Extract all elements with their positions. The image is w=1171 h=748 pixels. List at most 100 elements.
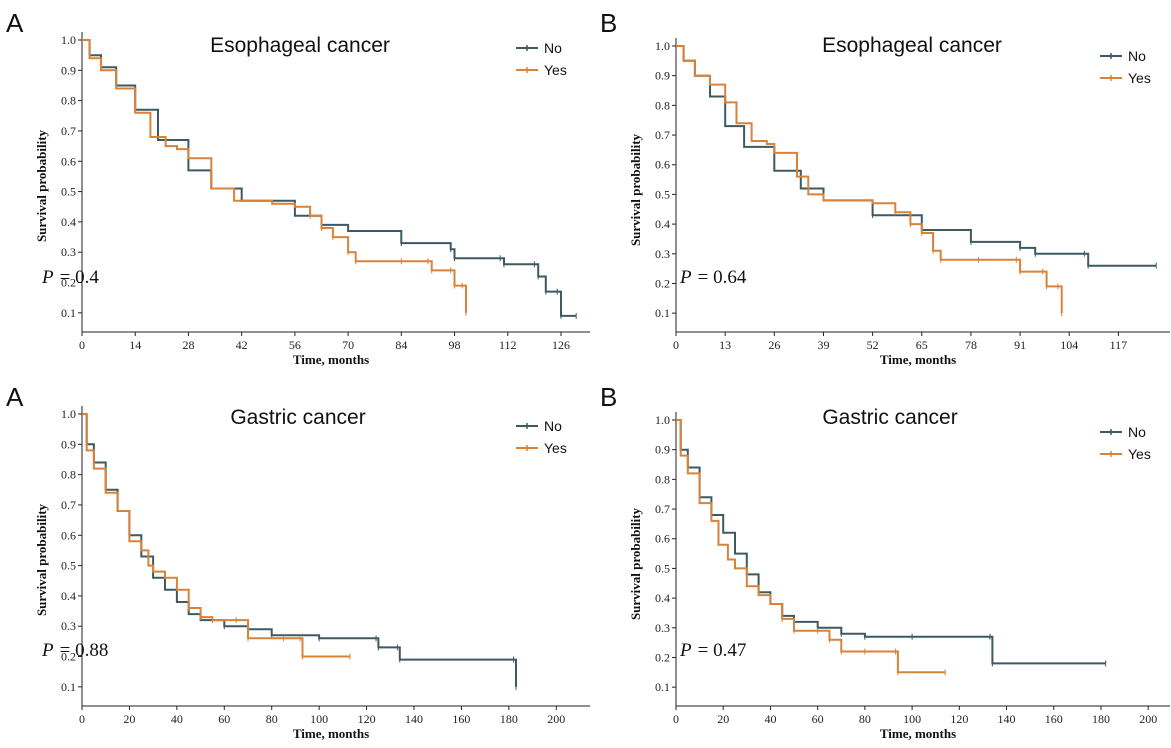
y-tick-label: 0.3 xyxy=(655,621,670,635)
y-tick-label: 0.7 xyxy=(61,498,76,512)
x-tick-label: 98 xyxy=(449,338,461,352)
chart-title: Gastric cancer xyxy=(822,406,957,429)
x-tick-label: 13 xyxy=(719,338,731,352)
y-tick-label: 0.4 xyxy=(655,591,670,605)
y-tick-label: 0.5 xyxy=(61,559,76,573)
series-line-no xyxy=(676,45,1157,267)
y-tick-label: 0.9 xyxy=(655,443,670,457)
x-tick-label: 100 xyxy=(310,712,328,726)
x-tick-label: 26 xyxy=(768,338,780,352)
x-tick-label: 91 xyxy=(1014,338,1026,352)
series-line-yes xyxy=(82,39,467,313)
x-tick-label: 70 xyxy=(342,338,354,352)
x-tick-label: 120 xyxy=(358,712,376,726)
y-tick-label: 0.8 xyxy=(61,468,76,482)
x-tick-label: 84 xyxy=(395,338,407,352)
chart-title: Esophageal cancer xyxy=(210,34,390,57)
p-value: P = 0.88 xyxy=(41,640,108,661)
x-tick-label: 52 xyxy=(867,338,879,352)
y-tick-label: 1.0 xyxy=(61,407,76,421)
x-axis-label: Time, months xyxy=(880,352,956,367)
y-tick-label: 0.4 xyxy=(61,589,76,603)
y-axis-label: Survival probability xyxy=(628,133,643,246)
chart-panel-3: A Gastric cancer 0.1 0.2 0.3 0.4 0.5 0.6 0.7 0.8 0… xyxy=(6,382,590,741)
x-tick-label: 140 xyxy=(998,712,1016,726)
x-tick-label: 140 xyxy=(405,712,423,726)
p-value: P = 0.47 xyxy=(679,640,746,661)
x-tick-label: 0 xyxy=(79,338,85,352)
y-tick-label: 0.8 xyxy=(655,98,670,112)
x-axis-label: Time, months xyxy=(293,726,369,741)
x-tick-label: 100 xyxy=(903,712,921,726)
y-tick-label: 0.6 xyxy=(655,532,670,546)
y-tick-label: 0.7 xyxy=(655,502,670,516)
y-tick-label: 0.4 xyxy=(61,215,76,229)
y-tick-label: 0.6 xyxy=(61,154,76,168)
p-value: P = 0.64 xyxy=(679,267,747,288)
panel-letter: A xyxy=(6,8,24,38)
chart-panel-4: B Gastric cancer 0.1 0.2 0.3 0.4 0.5 0.6 0.7 0.8 0… xyxy=(600,382,1170,741)
x-tick-label: 40 xyxy=(764,712,776,726)
p-value-text: = 0.4 xyxy=(60,267,100,288)
y-tick-label: 0.7 xyxy=(655,128,670,142)
y-tick-label: 0.9 xyxy=(61,437,76,451)
y-tick-label: 0.3 xyxy=(61,619,76,633)
x-axis-label: Time, months xyxy=(880,726,956,741)
x-tick-label: 117 xyxy=(1110,338,1128,352)
y-tick-label: 0.6 xyxy=(655,158,670,172)
x-tick-label: 60 xyxy=(812,712,824,726)
chart-panel-1: A Esophageal cancer 0.1 0.2 0.3 0.4 0.5 0.6 0.7 0… xyxy=(6,8,590,367)
p-value-symbol: P xyxy=(679,640,692,661)
p-value-symbol: P xyxy=(41,640,54,661)
x-tick-label: 56 xyxy=(289,338,301,352)
chart-panel-2: B Esophageal cancer 0.1 0.2 0.3 0.4 0.5 0.6 0.7 0… xyxy=(600,8,1170,367)
legend-label-no: No xyxy=(1128,48,1146,64)
x-tick-label: 20 xyxy=(717,712,729,726)
x-tick-label: 180 xyxy=(1092,712,1110,726)
y-tick-label: 0.3 xyxy=(655,247,670,261)
legend-label-no: No xyxy=(544,418,562,434)
y-tick-label: 0.4 xyxy=(655,217,670,231)
series-line-no xyxy=(676,419,1106,665)
panel-letter: B xyxy=(600,382,617,412)
y-tick-label: 0.5 xyxy=(655,561,670,575)
y-tick-label: 0.9 xyxy=(655,69,670,83)
x-tick-label: 0 xyxy=(673,712,679,726)
y-tick-label: 0.8 xyxy=(61,94,76,108)
x-tick-label: 39 xyxy=(817,338,829,352)
legend-label-yes: Yes xyxy=(1128,70,1151,86)
x-tick-label: 20 xyxy=(123,712,135,726)
x-tick-label: 42 xyxy=(236,338,248,352)
y-tick-label: 0.1 xyxy=(655,306,670,320)
y-axis-label: Survival probability xyxy=(34,503,49,616)
chart-title: Gastric cancer xyxy=(230,406,365,429)
series-line-yes xyxy=(676,419,946,674)
y-tick-label: 0.2 xyxy=(61,276,76,290)
y-tick-label: 0.1 xyxy=(655,680,670,694)
y-tick-label: 0.8 xyxy=(655,472,670,486)
y-tick-label: 0.5 xyxy=(655,187,670,201)
p-value-symbol: P xyxy=(41,267,54,288)
legend-label-no: No xyxy=(1128,424,1146,440)
legend-label-yes: Yes xyxy=(544,440,567,456)
x-tick-label: 160 xyxy=(452,712,470,726)
panel-letter: A xyxy=(6,382,24,412)
y-tick-label: 0.1 xyxy=(61,680,76,694)
series-line-no xyxy=(82,39,577,317)
y-tick-label: 0.2 xyxy=(655,650,670,664)
legend-label-yes: Yes xyxy=(1128,446,1151,462)
y-tick-label: 1.0 xyxy=(655,39,670,53)
x-tick-label: 200 xyxy=(547,712,565,726)
x-tick-label: 0 xyxy=(673,338,679,352)
chart-title: Esophageal cancer xyxy=(822,34,1002,57)
x-tick-label: 80 xyxy=(859,712,871,726)
x-tick-label: 160 xyxy=(1045,712,1063,726)
x-tick-label: 200 xyxy=(1139,712,1157,726)
y-tick-label: 0.1 xyxy=(61,306,76,320)
y-axis-label: Survival probability xyxy=(628,507,643,620)
legend-label-no: No xyxy=(544,40,562,56)
x-tick-label: 120 xyxy=(950,712,968,726)
x-tick-label: 80 xyxy=(266,712,278,726)
p-value-symbol: P xyxy=(679,267,692,288)
